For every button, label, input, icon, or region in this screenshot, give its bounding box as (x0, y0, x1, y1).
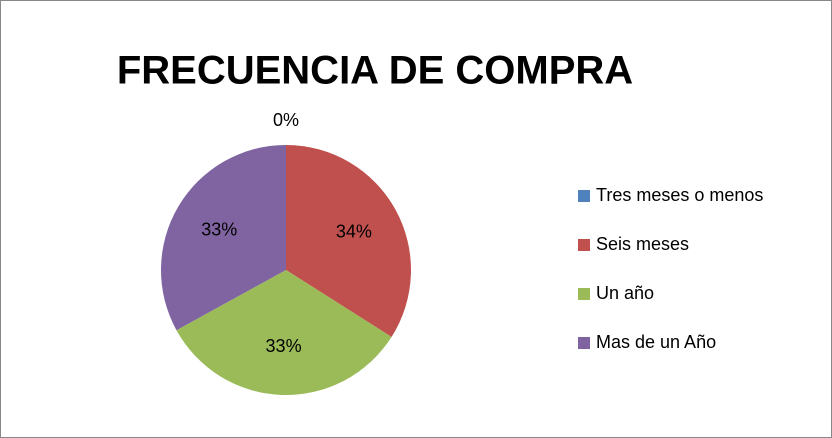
pie-slice (286, 145, 412, 337)
legend-swatch (578, 190, 590, 202)
legend-swatch (578, 288, 590, 300)
legend-label: Mas de un Año (596, 332, 716, 352)
pie-slice (161, 145, 286, 331)
data-label: 33% (266, 336, 302, 356)
data-label: 34% (336, 221, 372, 241)
data-label: 0% (273, 110, 299, 130)
legend-label: Un año (596, 283, 654, 303)
legend-label: Tres meses o menos (596, 185, 763, 205)
legend-label: Seis meses (596, 234, 689, 254)
legend-swatch (578, 239, 590, 251)
pie-slice (176, 270, 392, 396)
chart-title: FRECUENCIA DE COMPRA (117, 49, 633, 93)
legend-swatch (578, 337, 590, 349)
data-label: 33% (201, 219, 237, 239)
